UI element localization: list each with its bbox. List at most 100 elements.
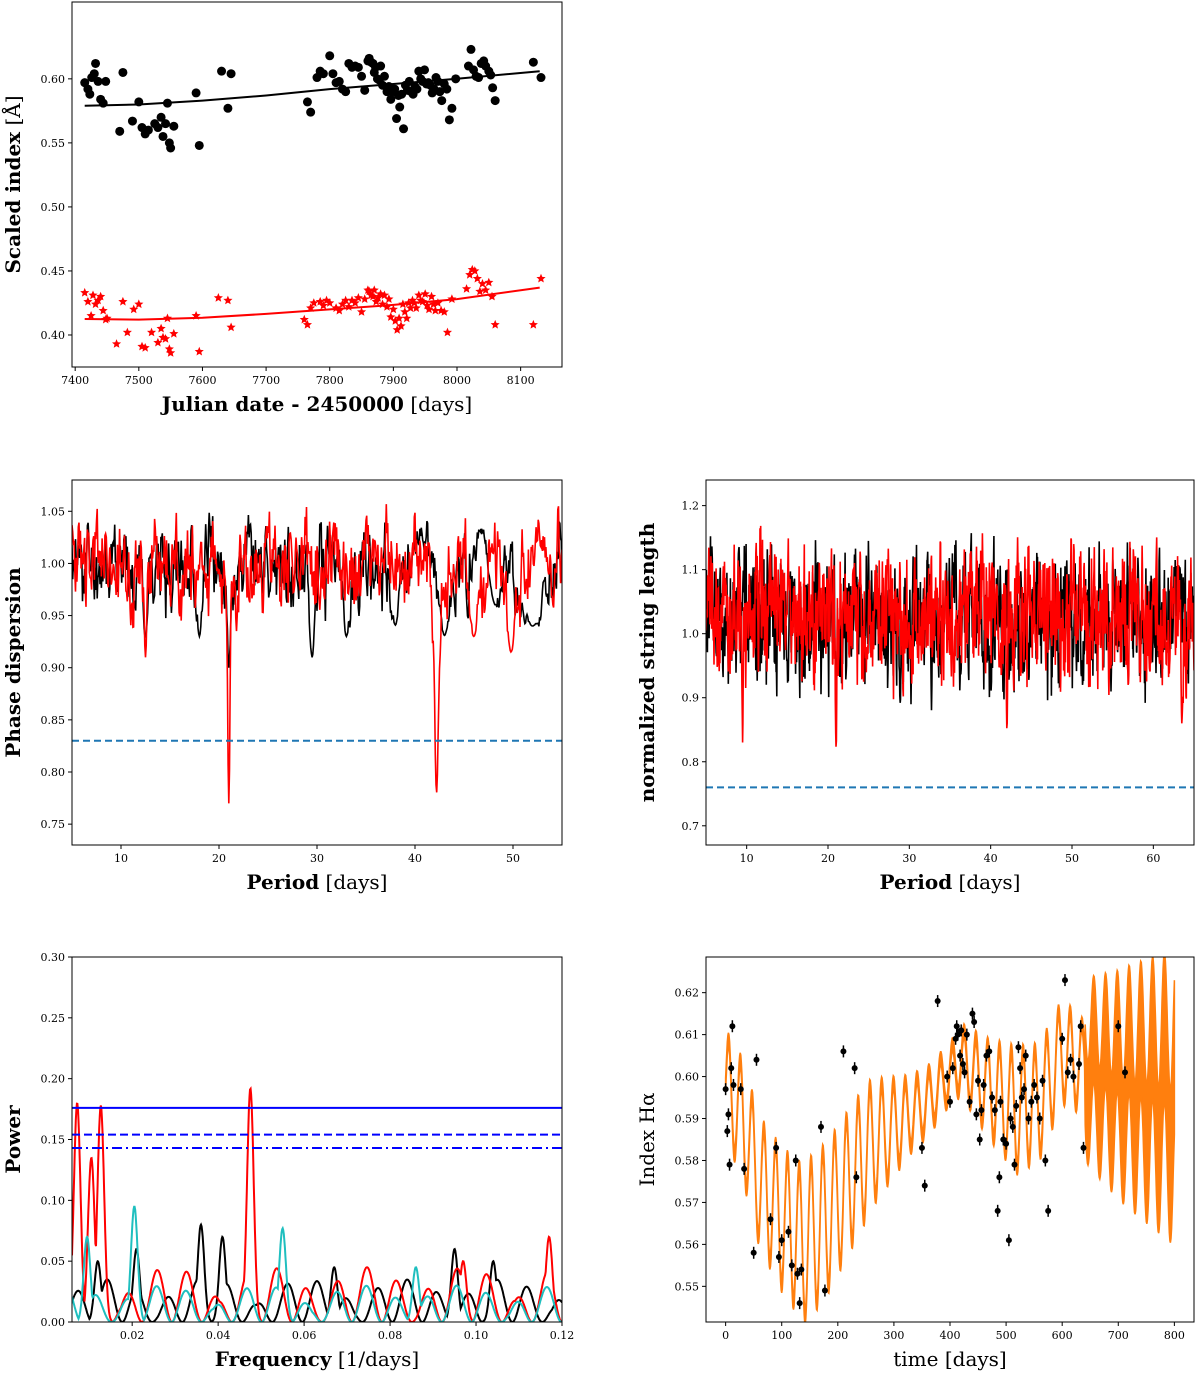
plot-frame: [71, 479, 563, 846]
red-series-line: [706, 525, 1194, 747]
data-point: [430, 305, 440, 315]
y-tick-label: 0.10: [41, 1194, 66, 1207]
data-point: [475, 286, 485, 296]
data-point: [85, 89, 95, 99]
plot-frame: [705, 479, 1195, 846]
data-point: [1013, 1102, 1020, 1109]
y-tick-label: 0.25: [41, 1012, 66, 1025]
y-tick-label: 1.05: [41, 505, 66, 518]
x-tick-label: 7400: [61, 374, 89, 387]
data-point: [353, 293, 363, 302]
data-point: [947, 1098, 953, 1105]
x-tick-label: 50: [1065, 852, 1079, 865]
data-point: [477, 279, 487, 288]
data-point: [439, 307, 449, 316]
data-point: [406, 303, 416, 312]
data-point: [785, 1228, 792, 1235]
data-point: [1064, 1069, 1071, 1076]
data-point: [302, 97, 312, 107]
data-point: [447, 103, 457, 113]
y-tick-label: 0.57: [675, 1196, 700, 1209]
red-series-line: [72, 504, 562, 804]
data-point: [1022, 1052, 1029, 1059]
y-axis-label: normalized string length: [635, 522, 659, 802]
data-point: [379, 290, 389, 300]
data-point: [486, 70, 496, 80]
x-tick-label: 300: [883, 1329, 904, 1342]
plot-frame: [705, 956, 1195, 1323]
black-periodogram-line: [72, 1222, 562, 1322]
data-point: [1028, 1098, 1035, 1105]
data-point: [1039, 1077, 1046, 1084]
x-tick-label: 200: [827, 1329, 848, 1342]
data-point: [963, 1031, 970, 1038]
fit-line: [84, 286, 540, 321]
y-tick-label: 0.30: [41, 951, 66, 964]
y-tick-label: 0.55: [675, 1280, 700, 1293]
y-axis-label: Index Hα: [635, 1092, 659, 1186]
data-point: [306, 303, 316, 312]
data-point: [817, 1123, 824, 1130]
data-point: [89, 69, 99, 79]
data-point: [341, 295, 351, 305]
data-point: [944, 1073, 951, 1080]
data-point: [1061, 977, 1068, 984]
x-tick-label: 500: [996, 1329, 1017, 1342]
data-point: [921, 1182, 928, 1189]
data-point: [969, 1010, 976, 1017]
data-point: [986, 1048, 993, 1055]
data-point: [371, 296, 381, 306]
data-point: [442, 327, 452, 337]
data-point: [462, 284, 472, 293]
black-series-line: [72, 512, 562, 668]
data-point: [433, 298, 443, 307]
data-point: [778, 1237, 785, 1244]
data-point: [162, 313, 172, 323]
data-point: [729, 1023, 736, 1030]
fit-line: [84, 70, 540, 107]
data-point: [83, 296, 93, 306]
data-point: [299, 314, 309, 324]
data-point: [156, 112, 166, 122]
data-point: [726, 1161, 733, 1168]
y-tick-label: 0.05: [41, 1255, 66, 1268]
x-tick-label: 800: [1164, 1329, 1185, 1342]
data-point: [767, 1216, 774, 1223]
data-point: [996, 1174, 1003, 1181]
data-point: [851, 1065, 858, 1072]
data-point: [1025, 1115, 1032, 1122]
y-tick-label: 0.20: [41, 1073, 66, 1086]
data-point: [958, 1027, 965, 1034]
y-tick-label: 0.75: [41, 818, 66, 831]
string-length-panel: 10 20 30 40 50 60 0.7 0.8 0.9 1.0 1.1 1.2 Period [da…: [635, 479, 1195, 894]
data-point: [88, 290, 98, 300]
data-point: [344, 302, 354, 311]
x-tick-label: 50: [506, 852, 520, 865]
data-point: [350, 298, 360, 307]
data-point: [357, 71, 367, 81]
y-tick-label: 0.8: [682, 756, 700, 769]
data-point: [796, 1300, 803, 1307]
x-tick-label: 7800: [316, 374, 344, 387]
data-point: [158, 131, 168, 141]
data-point: [957, 1052, 964, 1059]
data-point: [398, 299, 408, 309]
data-point: [954, 1031, 961, 1038]
y-tick-label: 1.0: [682, 628, 700, 641]
data-point: [98, 98, 108, 108]
y-tick-label: 1.2: [682, 500, 700, 513]
x-tick-label: 30: [310, 852, 324, 865]
y-tick-label: 0.61: [675, 1029, 700, 1042]
x-tick-label: 0.06: [292, 1329, 317, 1342]
data-point: [853, 1174, 860, 1181]
data-point: [306, 107, 316, 117]
data-point: [392, 114, 402, 124]
x-tick-label: 40: [408, 852, 422, 865]
data-point: [424, 304, 434, 314]
x-tick-label: 8000: [443, 374, 471, 387]
data-point: [490, 319, 500, 329]
plot-area: [72, 504, 562, 804]
x-tick-label: 20: [821, 852, 835, 865]
data-point: [412, 84, 422, 94]
data-point: [487, 291, 497, 301]
